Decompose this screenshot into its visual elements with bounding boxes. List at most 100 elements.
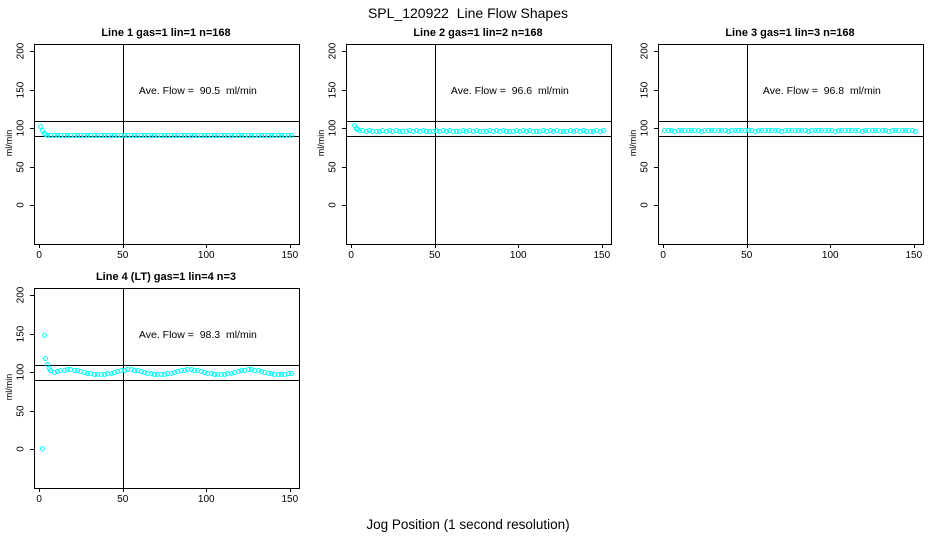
y-tick-mark (654, 51, 658, 53)
tolerance-hline (347, 120, 611, 122)
reference-vline (122, 45, 124, 244)
subplot-title: Line 2 gas=1 lin=2 n=168 (413, 27, 543, 39)
data-point (41, 332, 47, 338)
y-tick-mark (654, 166, 658, 168)
y-tick-label: 200 (639, 42, 651, 60)
reference-vline (122, 289, 124, 488)
x-tick-mark (122, 488, 124, 492)
data-point (600, 128, 606, 134)
y-tick-mark (30, 372, 34, 374)
data-point (288, 132, 294, 138)
y-tick-mark (342, 166, 346, 168)
plot-box: Ave. Flow = 98.3 ml/min 0 50 100 150 0 50 100 1… (16, 287, 300, 505)
y-tick-mark (30, 166, 34, 168)
y-tick-label: 200 (15, 42, 27, 60)
y-tick-label: 150 (639, 81, 651, 99)
y-tick-label: 0 (15, 446, 27, 453)
x-tick-mark (122, 244, 124, 248)
y-tick-label: 50 (639, 161, 651, 173)
subplot: Line 1 gas=1 lin=1 n=168 ml/min Ave. Flo… (0, 20, 312, 264)
tolerance-hline (659, 120, 923, 122)
avg-flow-annotation: Ave. Flow = 96.8 ml/min (762, 85, 881, 98)
y-tick-label: 100 (639, 119, 651, 137)
x-tick-label: 150 (281, 494, 299, 505)
subplot-title: Line 4 (LT) gas=1 lin=4 n=3 (95, 271, 237, 283)
avg-flow-annotation: Ave. Flow = 96.6 ml/min (450, 85, 569, 98)
tolerance-hline (35, 380, 299, 381)
y-tick-label: 0 (15, 202, 27, 209)
x-tick-label: 50 (429, 250, 441, 261)
x-tick-mark (206, 244, 208, 248)
y-tick-label: 0 (327, 202, 339, 209)
subplot: Line 2 gas=1 lin=2 n=168 ml/min Ave. Flo… (312, 20, 624, 264)
subplot: Line 4 (LT) gas=1 lin=4 n=3 ml/min Ave. … (0, 264, 312, 508)
x-tick-mark (289, 244, 291, 248)
y-tick-mark (30, 449, 34, 451)
y-axis-label: ml/min (4, 373, 14, 401)
x-tick-mark (663, 244, 665, 248)
x-tick-label: 150 (905, 250, 923, 261)
x-tick-label: 100 (197, 494, 215, 505)
x-tick-mark (913, 244, 915, 248)
x-tick-label: 100 (197, 250, 215, 261)
x-tick-mark (351, 244, 353, 248)
x-tick-label: 50 (117, 494, 129, 505)
y-tick-mark (30, 205, 34, 207)
y-tick-mark (342, 205, 346, 207)
plot-box: Ave. Flow = 96.6 ml/min 0 50 100 150 0 50 100 1… (328, 43, 612, 261)
x-tick-label: 0 (36, 250, 42, 261)
tolerance-hline (35, 120, 299, 122)
y-tick-mark (342, 128, 346, 130)
x-tick-mark (39, 244, 41, 248)
y-tick-mark (30, 89, 34, 91)
data-point (43, 355, 49, 361)
y-tick-label: 100 (15, 363, 27, 381)
tolerance-hline (347, 136, 611, 137)
y-axis-label: ml/min (628, 129, 638, 157)
y-tick-label: 150 (15, 325, 27, 343)
x-tick-mark (206, 488, 208, 492)
x-tick-label: 100 (821, 250, 839, 261)
y-tick-label: 100 (327, 119, 339, 137)
x-tick-label: 50 (117, 250, 129, 261)
x-tick-label: 100 (509, 250, 527, 261)
subplot-title: Line 1 gas=1 lin=1 n=168 (101, 27, 231, 39)
y-tick-mark (30, 51, 34, 53)
y-tick-mark (30, 333, 34, 335)
plot-box: Ave. Flow = 90.5 ml/min 0 50 100 150 0 50 100 1… (16, 43, 300, 261)
x-tick-mark (518, 244, 520, 248)
y-tick-mark (654, 205, 658, 207)
x-tick-label: 0 (36, 494, 42, 505)
y-tick-label: 200 (327, 42, 339, 60)
subplot-title: Line 3 gas=1 lin=3 n=168 (725, 27, 855, 39)
x-tick-mark (39, 488, 41, 492)
data-point (288, 370, 294, 376)
x-tick-mark (830, 244, 832, 248)
x-tick-label: 0 (660, 250, 666, 261)
y-tick-mark (654, 89, 658, 91)
y-tick-mark (30, 128, 34, 130)
y-axis-label: ml/min (4, 129, 14, 157)
y-tick-label: 50 (15, 405, 27, 417)
y-axis-label: ml/min (316, 129, 326, 157)
y-tick-label: 50 (15, 161, 27, 173)
main-title: SPL_120922 Line Flow Shapes (367, 5, 569, 21)
y-tick-label: 150 (327, 81, 339, 99)
x-tick-label: 0 (348, 250, 354, 261)
x-tick-mark (289, 488, 291, 492)
tolerance-hline (35, 364, 299, 366)
y-tick-label: 200 (15, 286, 27, 304)
x-tick-mark (434, 244, 436, 248)
y-tick-mark (342, 89, 346, 91)
tolerance-hline (659, 136, 923, 137)
reference-vline (434, 45, 436, 244)
y-tick-mark (30, 410, 34, 412)
avg-flow-annotation: Ave. Flow = 90.5 ml/min (138, 85, 257, 98)
reference-vline (746, 45, 748, 244)
y-tick-label: 100 (15, 119, 27, 137)
y-tick-mark (654, 128, 658, 130)
y-tick-mark (30, 295, 34, 297)
y-tick-mark (342, 51, 346, 53)
x-axis-caption: Jog Position (1 second resolution) (366, 517, 570, 532)
y-tick-label: 0 (639, 202, 651, 209)
